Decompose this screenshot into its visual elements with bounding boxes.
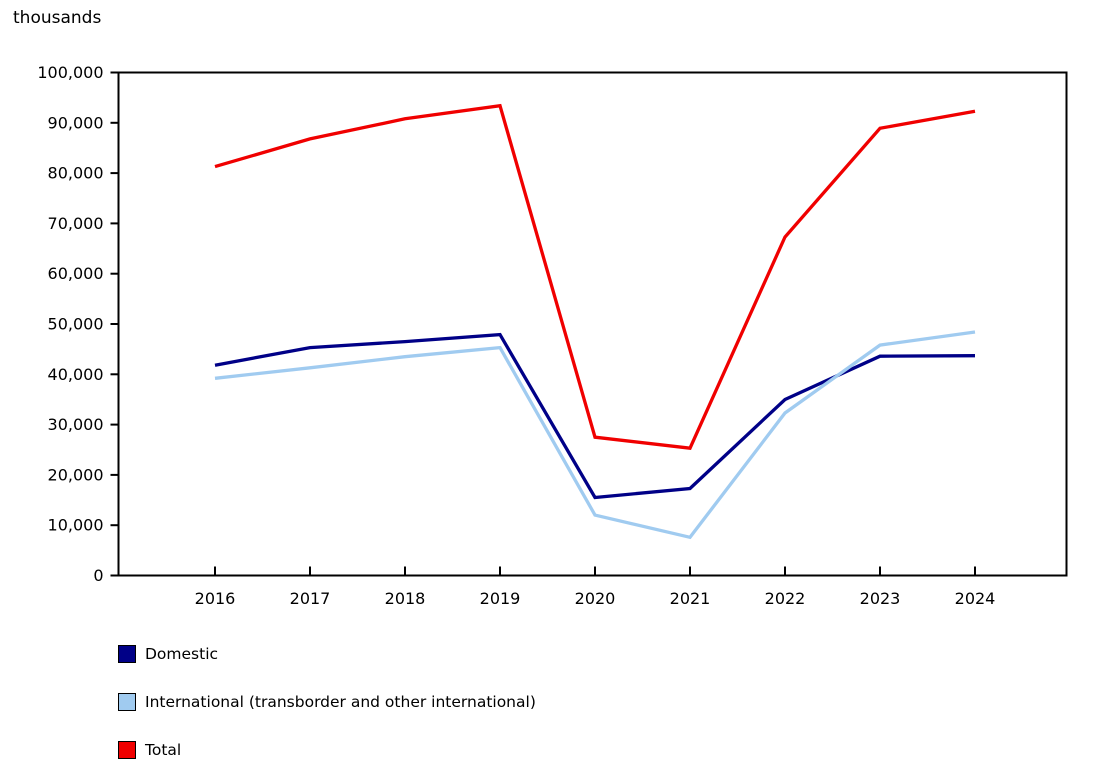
x-axis-tick-label: 2020 [575, 589, 616, 608]
x-axis-tick-label: 2021 [670, 589, 711, 608]
y-axis-tick-label: 0 [93, 566, 103, 585]
y-axis-tick-label: 10,000 [48, 516, 104, 535]
y-axis-unit-label: thousands [13, 8, 102, 28]
x-axis-tick-label: 2018 [385, 589, 426, 608]
x-axis-tick-label: 2023 [860, 589, 901, 608]
y-axis-tick-label: 90,000 [48, 113, 104, 132]
x-axis-tick-label: 2019 [480, 589, 521, 608]
legend-item: Domestic [118, 644, 536, 663]
plot-border [117, 71, 1068, 577]
legend: Domestic International (transborder and o… [118, 644, 536, 772]
legend-swatch-domestic [118, 644, 136, 663]
legend-label: Domestic [145, 644, 219, 663]
x-axis-tick-label: 2017 [290, 589, 331, 608]
x-axis-tick-label: 2024 [955, 589, 996, 608]
legend-label: Total [145, 740, 182, 759]
legend-swatch-international [118, 692, 136, 711]
x-axis-tick-label: 2022 [765, 589, 806, 608]
y-axis-tick-label: 100,000 [37, 63, 103, 82]
y-axis-tick-label: 80,000 [48, 164, 104, 183]
series-line-total [214, 103, 976, 450]
x-axis-tick-label: 2016 [195, 589, 236, 608]
y-axis-tick-label: 70,000 [48, 214, 104, 233]
series-line-international [214, 330, 976, 540]
y-axis-tick-label: 20,000 [48, 465, 104, 484]
y-axis-tick-label: 30,000 [48, 415, 104, 434]
y-axis-tick-label: 50,000 [48, 315, 104, 334]
legend-label: International (transborder and other int… [145, 692, 536, 711]
legend-swatch-total [118, 740, 136, 759]
series-line-domestic [214, 332, 976, 500]
y-axis-tick-label: 40,000 [48, 365, 104, 384]
y-axis-tick-label: 60,000 [48, 264, 104, 283]
legend-item: International (transborder and other int… [118, 692, 536, 711]
legend-item: Total [118, 740, 536, 759]
